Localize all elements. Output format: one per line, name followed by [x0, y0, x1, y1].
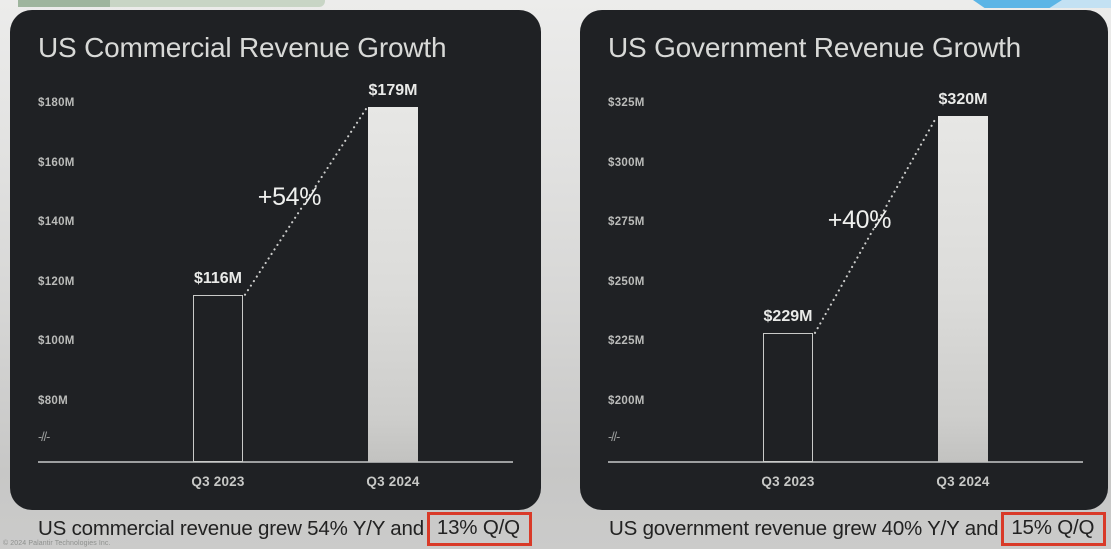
y-axis-tick-label: $80M	[38, 395, 68, 407]
bar-q3-2024	[368, 106, 418, 462]
chart-title: US Government Revenue Growth	[608, 32, 1022, 63]
decoration-green-light-shard	[110, 0, 325, 7]
y-axis-tick-label: $225M	[608, 335, 645, 348]
decoration-blue-mid-shard	[973, 0, 1062, 8]
us-commercial-revenue-panel: US Commercial Revenue Growth $180M $160M $…	[10, 10, 541, 510]
caption-government: US government revenue grew 40% Y/Y and 1…	[609, 511, 1107, 547]
bar-value-label: $179M	[368, 81, 418, 99]
bar-q3-2024	[938, 115, 988, 462]
bar-q3-2023	[193, 294, 243, 462]
copyright: © 2024 Palantir Technologies Inc.	[3, 540, 111, 547]
x-axis-category-label: Q3 2023	[761, 474, 815, 489]
growth-annotation: +40%	[827, 206, 892, 235]
axis-break-symbol: -//-	[608, 430, 620, 444]
decoration-blue-light-shard	[1046, 0, 1111, 8]
x-axis-category-label: Q3 2023	[191, 474, 245, 489]
bar-value-label: $229M	[763, 307, 813, 325]
y-axis-tick-label: $120M	[38, 275, 75, 288]
qoq-highlight-box-government: 15% Q/Q	[1001, 512, 1107, 546]
y-axis-tick-label: $200M	[608, 395, 645, 407]
bar-q3-2023	[763, 332, 813, 462]
y-axis-tick-label: $275M	[608, 216, 645, 229]
caption-government-text: US government revenue grew 40% Y/Y and	[609, 517, 999, 540]
growth-annotation: +54%	[257, 182, 322, 211]
chart-title: US Commercial Revenue Growth	[38, 32, 447, 63]
y-axis-tick-label: $160M	[38, 156, 75, 169]
qoq-highlight-box-commercial: 13% Q/Q	[426, 512, 532, 546]
growth-dotted-line	[243, 107, 368, 296]
bar-value-label: $116M	[193, 269, 243, 287]
y-axis-tick-label: $250M	[608, 275, 645, 288]
y-axis-tick-label: $100M	[38, 335, 75, 348]
y-axis-tick-label: $140M	[38, 216, 75, 229]
caption-commercial: US commercial revenue grew 54% Y/Y and 1…	[38, 511, 532, 547]
bar-value-label: $320M	[938, 90, 988, 108]
y-axis-tick-label: $325M	[608, 97, 645, 109]
caption-commercial-text: US commercial revenue grew 54% Y/Y and	[38, 517, 424, 540]
y-axis-tick-label: $180M	[38, 97, 75, 109]
axis-break-symbol: -//-	[38, 430, 50, 444]
growth-dotted-line	[813, 116, 938, 334]
x-axis-category-label: Q3 2024	[366, 474, 420, 489]
x-axis-category-label: Q3 2024	[936, 474, 990, 489]
x-axis-line	[38, 461, 513, 463]
x-axis-line	[608, 461, 1083, 463]
y-axis-tick-label: $300M	[608, 156, 645, 169]
us-government-revenue-panel: US Government Revenue Growth $325M $300M $…	[580, 10, 1108, 510]
decoration-green-dark-shard	[18, 0, 110, 7]
